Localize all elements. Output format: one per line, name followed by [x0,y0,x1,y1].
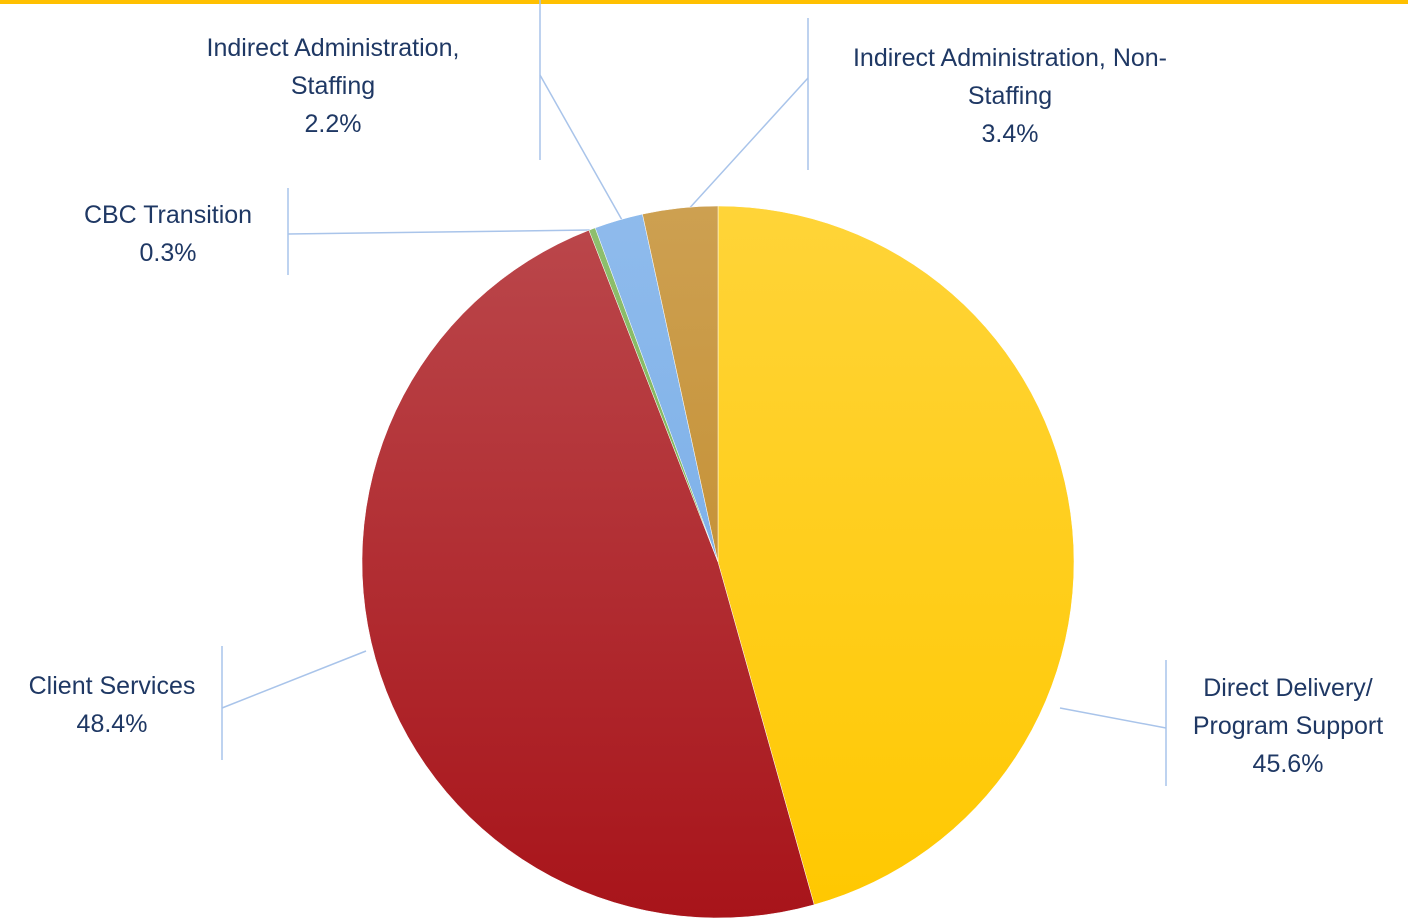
leader-line [539,74,623,221]
category-label: Direct Delivery/ Program Support [1192,674,1384,740]
category-label: Indirect Administration, Staffing [206,34,460,100]
top-rule [0,0,1408,4]
slice-label: Client Services 48.4% [2,667,222,743]
category-label: Indirect Administration, Non-Staffing [852,44,1168,110]
slice-label: Indirect Administration, Staffing 2.2% [163,29,503,143]
leader-line [287,229,591,235]
category-label: CBC Transition [83,201,253,229]
leader-line [685,77,809,213]
value-label: 2.2% [304,110,362,138]
pie-slice [642,205,719,563]
value-label: 48.4% [76,710,148,738]
pie-slice [361,229,815,919]
leader-line [1059,707,1167,729]
leader-line [221,650,367,709]
value-label: 45.6% [1252,750,1324,778]
value-label: 0.3% [139,239,197,267]
value-label: 3.4% [981,120,1039,148]
slice-label: CBC Transition 0.3% [58,196,278,272]
slice-label: Direct Delivery/ Program Support 45.6% [1158,669,1408,783]
slice-label: Indirect Administration, Non-Staffing 3.… [840,39,1180,153]
pie [361,205,1075,919]
category-label: Client Services [28,672,196,700]
leader-lines [221,0,1167,786]
pie-slice [717,205,1075,906]
